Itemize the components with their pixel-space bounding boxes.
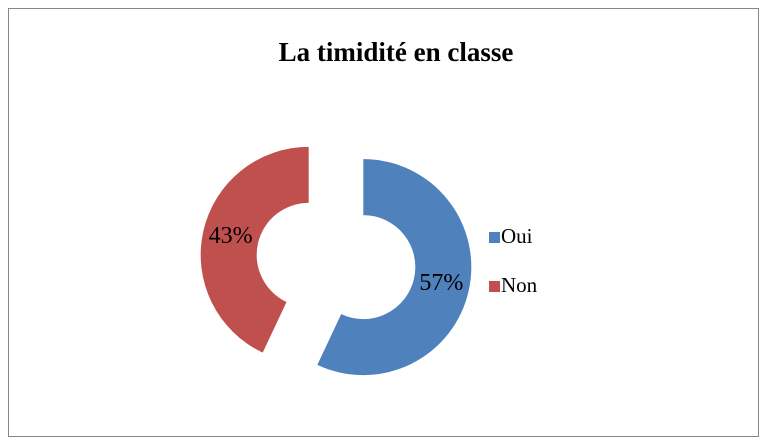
chart-title: La timidité en classe <box>279 37 514 67</box>
legend-label: Oui <box>501 224 533 248</box>
legend-swatch <box>489 281 500 292</box>
data-label: 43% <box>209 223 253 249</box>
donut-slice <box>317 159 472 376</box>
legend-swatch <box>489 232 500 243</box>
data-label: 57% <box>419 270 463 296</box>
legend-label: Non <box>501 273 538 297</box>
donut-slice <box>200 146 309 353</box>
